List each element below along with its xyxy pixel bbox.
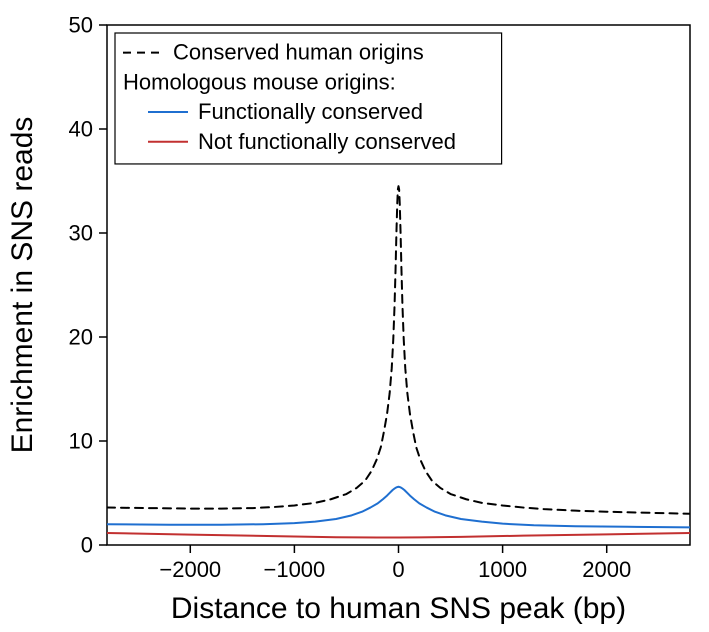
legend-label: Not functionally conserved bbox=[198, 129, 456, 154]
x-tick-label: −2000 bbox=[159, 557, 221, 582]
y-axis-label: Enrichment in SNS reads bbox=[6, 117, 39, 454]
y-tick-label: 40 bbox=[69, 117, 93, 142]
enrichment-chart: −2000 −1000 0 1000 2000 0 10 20 30 40 50 Distance t… bbox=[0, 0, 709, 632]
y-tick-label: 0 bbox=[81, 533, 93, 558]
y-tick-label: 50 bbox=[69, 13, 93, 38]
x-tick-label: −1000 bbox=[263, 557, 325, 582]
legend-header: Homologous mouse origins: bbox=[123, 69, 396, 94]
legend: Conserved human origins Homologous mouse … bbox=[115, 33, 502, 164]
x-tick-label: 2000 bbox=[582, 557, 631, 582]
y-tick-label: 10 bbox=[69, 429, 93, 454]
legend-label: Functionally conserved bbox=[198, 99, 423, 124]
legend-label: Conserved human origins bbox=[173, 40, 424, 65]
y-tick-label: 20 bbox=[69, 325, 93, 350]
x-tick-label: 1000 bbox=[478, 557, 527, 582]
chart-svg: −2000 −1000 0 1000 2000 0 10 20 30 40 50 Distance t… bbox=[0, 0, 709, 632]
y-tick-label: 30 bbox=[69, 221, 93, 246]
x-tick-label: 0 bbox=[392, 557, 404, 582]
x-axis-label: Distance to human SNS peak (bp) bbox=[171, 592, 626, 625]
